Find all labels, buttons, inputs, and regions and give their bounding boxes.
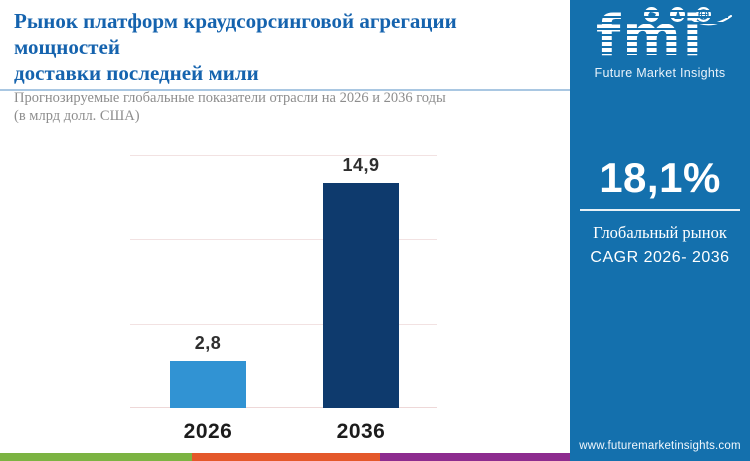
logo-letters: fmi (596, 6, 728, 68)
page-title-line2: доставки последней мили (14, 61, 259, 86)
stat-divider (580, 209, 740, 211)
gridline (130, 323, 437, 325)
baseline (130, 407, 437, 408)
logo-tagline: Future Market Insights (594, 66, 726, 80)
bar-value-label: 14,9 (342, 155, 380, 175)
gridline (130, 155, 437, 156)
bar-value-label: 2,8 (194, 332, 222, 353)
cagr-stat: 18,1% Глобальный рынок CAGR 2026- 2036 (570, 154, 750, 270)
bar-chart: 2,8 2026 14,9 2036 (130, 155, 437, 443)
cagr-value: 18,1% (599, 154, 721, 201)
footer-stripe-purple (380, 453, 570, 461)
stat-caption-line1: Глобальный рынок (593, 223, 727, 242)
stat-caption-line2: CAGR 2026- 2036 (590, 248, 730, 266)
axis-label-2026: 2026 (183, 420, 233, 443)
page-subtitle-line1: Прогнозируемые глобальные показатели отр… (14, 90, 446, 107)
page-subtitle-line2: (в млрд долл. США) (14, 107, 140, 124)
bar-2036 (323, 183, 399, 408)
brand-panel: fmi Future Market Insights 18,1% Глобаль… (570, 0, 750, 461)
axis-label-2036: 2036 (336, 420, 386, 443)
footer-stripe-orange (192, 453, 380, 461)
page-subtitle: Прогнозируемые глобальные показатели отр… (14, 90, 559, 125)
bar-group-2036: 14,9 2036 (323, 155, 399, 443)
bar-group-2026: 2,8 2026 (170, 155, 246, 443)
page-title-line1: Рынок платформ краудсорсинговой агрегаци… (14, 9, 457, 60)
header: Рынок платформ краудсорсинговой агрегаци… (14, 8, 559, 125)
gridline (130, 239, 437, 241)
fmi-logo: fmi Future Market Insights (570, 0, 750, 86)
footer-stripe (0, 453, 570, 461)
footer-stripe-green (0, 453, 192, 461)
content-area: Рынок платформ краудсорсинговой агрегаци… (0, 8, 570, 461)
logo-stripes (596, 6, 728, 68)
page-title: Рынок платформ краудсорсинговой агрегаци… (14, 8, 559, 86)
header-divider (0, 89, 570, 91)
website-link[interactable]: www.futuremarketinsights.com (579, 440, 741, 452)
bar-2026 (170, 360, 246, 408)
